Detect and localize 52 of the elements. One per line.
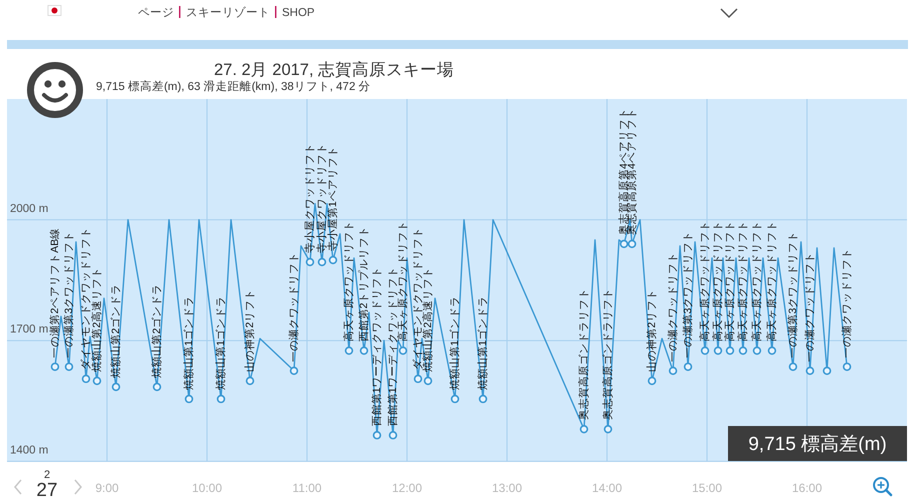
annotation: 高天ヶ原クワッドリフト: [750, 220, 763, 342]
annotation: 一の瀬クワッドリフト: [288, 252, 300, 362]
x-tick-label: 12:00: [392, 481, 422, 495]
annotation: 寺小屋クワッドリフト: [303, 143, 316, 254]
annotation: 高天ヶ原クワッドリフト: [710, 220, 724, 342]
x-tick-label: 11:00: [292, 481, 322, 495]
annotation: 焼額山第2高速リフト: [90, 267, 103, 372]
y-tick-label: 1400 m: [10, 444, 48, 456]
annotation: 一の瀬第3クワッドリフト: [787, 230, 800, 358]
annotation: 高天ヶ原クワッドリフト: [342, 220, 355, 342]
annotation: 西館第1ワーディクワッドリフト: [370, 266, 383, 426]
annotation: 西館第2トリプルリフト: [356, 226, 370, 342]
chart-title: 27. 2月 2017, 志賀高原スキー場: [214, 60, 454, 79]
annotation: 焼額山第2ゴンドラ: [108, 284, 122, 378]
annotation: 焼額山第1ゴンドラ: [448, 296, 461, 390]
annotation: 高天ヶ原クワッドリフト: [764, 220, 778, 342]
x-tick-label: 15:00: [692, 481, 722, 495]
x-tick-label: 16:00: [792, 481, 822, 495]
annotation: 一の瀬クワッドリフト: [841, 248, 854, 358]
annotation: 一の瀬第3クワッドリフト: [682, 230, 694, 358]
annotation: 高天ヶ原クワッドリフト: [698, 220, 711, 342]
x-tick-label: 10:00: [192, 481, 222, 495]
annotation: 焼額山第1ゴンドラ: [476, 296, 489, 390]
annotation: 一の瀬クワッドリフト: [667, 252, 679, 362]
y-tick-label: 2000 m: [10, 202, 48, 215]
annotation: 一の瀬第2ペアリフトAB線: [49, 228, 62, 358]
annotation: 9,715 標高差(m): [748, 433, 887, 455]
annotation: 西館第1ワーディクワッドリフト: [386, 266, 399, 426]
annotation: 山の神第2リフト: [242, 289, 256, 372]
annotation: 寺小屋クワッドリフト: [315, 143, 328, 254]
text: 2: [44, 469, 50, 481]
text: スキーリゾート: [186, 6, 270, 19]
annotation: ダイヤモンドクワッドリフト: [80, 226, 92, 370]
x-tick-label: 9:00: [95, 481, 119, 495]
annotation: 一の瀬クワッドリフト: [804, 252, 816, 362]
y-tick-label: 1700 m: [10, 324, 48, 336]
annotation: 焼額山第2ゴンドラ: [150, 284, 163, 378]
annotation: 焼額山第1ゴンドラ: [182, 296, 195, 390]
text: 27: [36, 480, 58, 498]
annotation: 奥志賀高原ゴンドラリフト: [576, 288, 590, 420]
annotation: 山の神第2リフト: [644, 289, 658, 372]
annotation: 焼額山第1ゴンドラ: [214, 296, 227, 390]
annotation: 奥志賀高原ゴンドラリフト: [600, 288, 614, 420]
annotation: 一の瀬第3クワッドリフト: [63, 230, 76, 358]
chart-subtitle: 9,715 標高差(m), 63 滑走距離(km), 38リフト, 472 分: [96, 79, 371, 93]
text: SHOP: [282, 7, 315, 19]
x-tick-label: 13:00: [492, 481, 522, 495]
annotation: 寺小屋第1ペアリフト: [326, 146, 339, 252]
annotation: 高天ヶ原クワッドリフト: [736, 220, 749, 342]
x-tick-label: 14:00: [592, 481, 622, 495]
text: ページ: [138, 7, 174, 19]
annotation: 高天ヶ原クワッドリフト: [722, 220, 736, 342]
